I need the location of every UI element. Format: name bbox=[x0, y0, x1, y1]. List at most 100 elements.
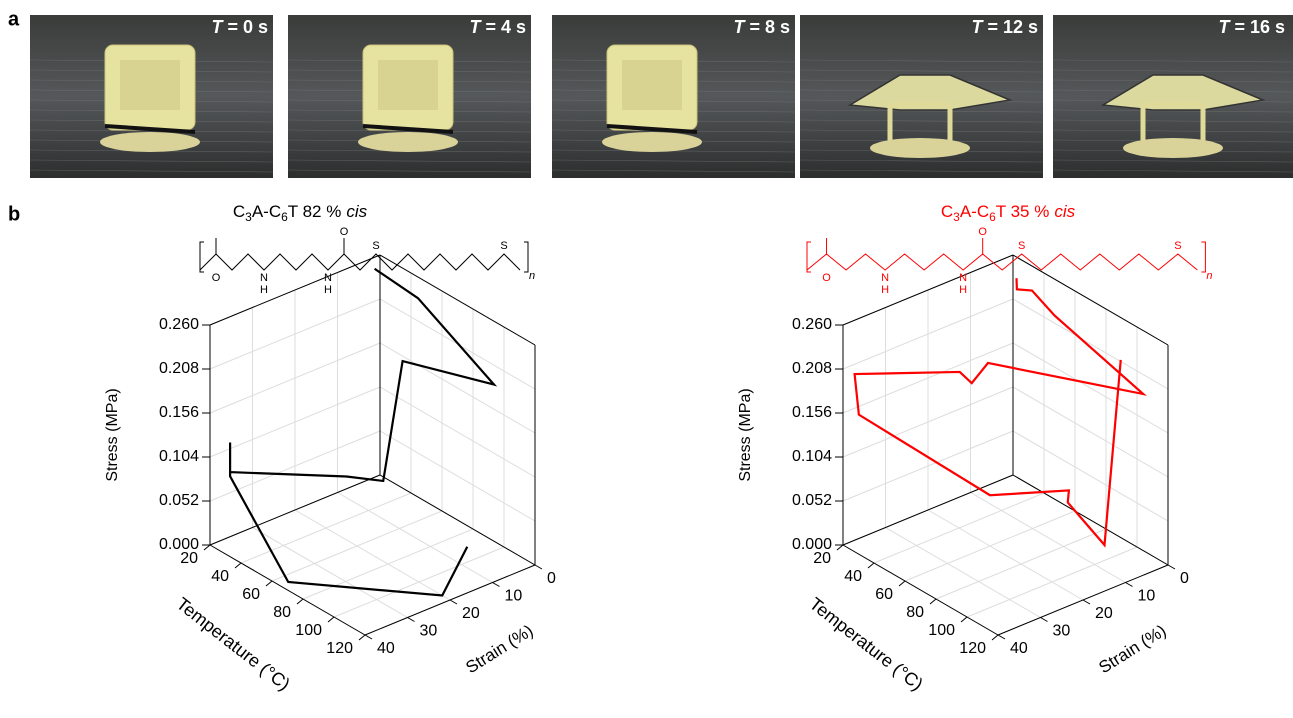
atom-label: N bbox=[260, 272, 268, 284]
x-tick-label: 40 bbox=[844, 568, 862, 585]
data-line bbox=[855, 278, 1144, 545]
y-tick-label: 30 bbox=[1053, 623, 1071, 640]
z-axis-title: Stress (MPa) bbox=[104, 388, 121, 481]
z-tick-label: 0.156 bbox=[792, 404, 832, 421]
atom-label: O bbox=[978, 226, 987, 238]
cube-side bbox=[120, 60, 180, 110]
x-tick-label: 60 bbox=[875, 586, 893, 603]
time-value: = 0 s bbox=[227, 17, 268, 37]
base bbox=[870, 138, 970, 158]
y-tick-label: 20 bbox=[1095, 605, 1113, 622]
axis-line bbox=[380, 475, 535, 565]
title-part: cis bbox=[346, 202, 367, 221]
photo: T= 12 s bbox=[800, 15, 1043, 178]
axis-line bbox=[1013, 475, 1168, 565]
panel-label: a bbox=[8, 8, 20, 30]
atom-label: n bbox=[1206, 270, 1212, 282]
atom-label: N bbox=[881, 272, 889, 284]
title-part: T 82 % bbox=[288, 202, 342, 221]
panel-label: b bbox=[8, 203, 20, 225]
tick-mark bbox=[297, 599, 303, 604]
chart-title: C3A-C6T 35 %cis bbox=[941, 202, 1076, 224]
tick-mark bbox=[266, 581, 272, 586]
atom-label: H bbox=[260, 284, 268, 296]
y-tick-label: 40 bbox=[377, 640, 395, 657]
tick-mark bbox=[837, 545, 843, 550]
y-tick-label: 10 bbox=[505, 588, 523, 605]
tick-mark bbox=[998, 635, 1005, 639]
z-tick-label: 0.052 bbox=[159, 492, 199, 509]
tick-mark bbox=[408, 618, 415, 622]
y-axis-title: Strain (%) bbox=[462, 621, 536, 677]
grid-line bbox=[1013, 299, 1168, 389]
y-tick-label: 10 bbox=[1138, 588, 1156, 605]
tick-mark bbox=[992, 635, 998, 640]
atom-label: O bbox=[340, 226, 349, 238]
y-tick-label: 30 bbox=[420, 623, 438, 640]
axis-line bbox=[1013, 255, 1168, 345]
title-part: A-C bbox=[252, 202, 281, 221]
tick-mark bbox=[1126, 583, 1133, 587]
tick-mark bbox=[493, 583, 500, 587]
tick-mark bbox=[328, 617, 334, 622]
z-tick-label: 0.052 bbox=[792, 492, 832, 509]
cube-side bbox=[378, 60, 438, 110]
z-axis-title: Stress (MPa) bbox=[737, 388, 754, 481]
time-value: = 12 s bbox=[987, 17, 1038, 37]
atom-label: H bbox=[881, 284, 889, 296]
tick-mark bbox=[961, 617, 967, 622]
grid-line bbox=[905, 511, 1075, 581]
x-tick-label: 100 bbox=[928, 622, 955, 639]
photo: T= 16 s bbox=[1053, 15, 1293, 178]
x-tick-label: 40 bbox=[211, 568, 229, 585]
time-label: T= 4 s bbox=[469, 17, 526, 37]
atom-label: n bbox=[529, 270, 535, 282]
grid-line bbox=[1013, 387, 1168, 477]
x-tick-label: 60 bbox=[242, 586, 260, 603]
photo: T= 8 s bbox=[552, 15, 795, 178]
x-tick-label: 120 bbox=[326, 640, 353, 657]
z-tick-label: 0.260 bbox=[792, 316, 832, 333]
z-tick-label: 0.208 bbox=[792, 360, 832, 377]
time-value: = 16 s bbox=[1234, 17, 1285, 37]
atom-label: N bbox=[324, 272, 332, 284]
title-part: cis bbox=[1054, 202, 1075, 221]
axis-line bbox=[843, 545, 998, 635]
tick-mark bbox=[868, 563, 874, 568]
structure-bond bbox=[200, 254, 520, 270]
tick-mark bbox=[235, 563, 241, 568]
tick-mark bbox=[1041, 618, 1048, 622]
z-tick-label: 0.156 bbox=[159, 404, 199, 421]
atom-label: H bbox=[959, 284, 967, 296]
grid-line bbox=[971, 493, 1126, 583]
y-tick-label: 0 bbox=[547, 570, 556, 587]
bracket bbox=[807, 242, 1205, 272]
grid-line bbox=[1013, 431, 1168, 521]
photo: T= 0 s bbox=[30, 15, 273, 178]
time-label: T= 12 s bbox=[971, 17, 1038, 37]
grid-line bbox=[1013, 343, 1168, 433]
y-tick-label: 40 bbox=[1010, 640, 1028, 657]
grid-line bbox=[380, 343, 535, 433]
structure-bond bbox=[807, 254, 1197, 270]
time-value: = 8 s bbox=[749, 17, 790, 37]
base bbox=[1123, 138, 1223, 158]
time-label: T= 16 s bbox=[1218, 17, 1285, 37]
title-part: C bbox=[233, 202, 245, 221]
axis-line bbox=[210, 545, 365, 635]
tick-mark bbox=[450, 600, 457, 604]
z-tick-label: 0.104 bbox=[159, 448, 199, 465]
x-tick-label: 80 bbox=[273, 604, 291, 621]
base bbox=[100, 132, 200, 152]
tick-mark bbox=[899, 581, 905, 586]
time-value: = 4 s bbox=[485, 17, 526, 37]
x-tick-label: 80 bbox=[906, 604, 924, 621]
grid-line bbox=[928, 510, 1083, 600]
atom-label: S bbox=[372, 240, 379, 252]
bracket bbox=[200, 242, 528, 272]
chart-title: C3A-C6T 82 %cis bbox=[233, 202, 368, 224]
base bbox=[358, 132, 458, 152]
grid-line bbox=[272, 511, 442, 581]
z-tick-label: 0.260 bbox=[159, 316, 199, 333]
atom-label: S bbox=[1174, 240, 1181, 252]
